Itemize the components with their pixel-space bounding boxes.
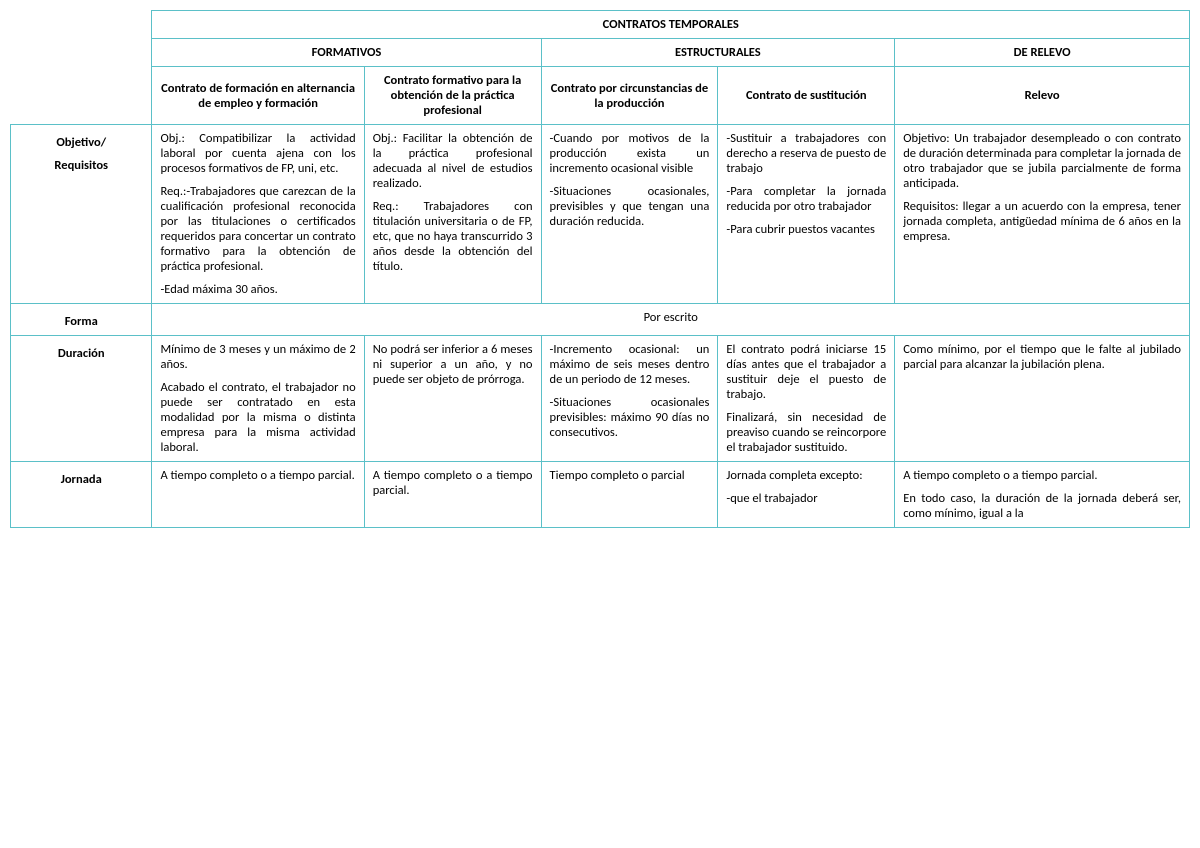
row-duracion: Duración Mínimo de 3 meses y un máximo d… [11, 336, 1190, 462]
row-jornada-label: Jornada [11, 462, 152, 528]
group-relevo: DE RELEVO [895, 39, 1190, 67]
cell-jornada-c3: Tiempo completo o parcial [541, 462, 718, 528]
cell-duracion-c1: Mínimo de 3 meses y un máximo de 2 años.… [152, 336, 364, 462]
cell-duracion-c3: -Incremento ocasional: un máximo de seis… [541, 336, 718, 462]
col-sustitucion: Contrato de sustitución [718, 67, 895, 125]
group-formativos: FORMATIVOS [152, 39, 541, 67]
contratos-table: CONTRATOS TEMPORALES FORMATIVOS ESTRUCTU… [10, 10, 1190, 528]
col-circunstancias-produccion: Contrato por circunstancias de la produc… [541, 67, 718, 125]
group-estructurales: ESTRUCTURALES [541, 39, 895, 67]
cell-jornada-c1: A tiempo completo o a tiempo parcial. [152, 462, 364, 528]
cell-objetivo-c4: -Sustituir a trabajadores con derecho a … [718, 125, 895, 304]
row-objetivo: Objetivo/ Requisitos Obj.: Compatibiliza… [11, 125, 1190, 304]
row-objetivo-label: Objetivo/ Requisitos [11, 125, 152, 304]
row-forma-label: Forma [11, 304, 152, 336]
header-row-1: CONTRATOS TEMPORALES [11, 11, 1190, 39]
table-title: CONTRATOS TEMPORALES [152, 11, 1190, 39]
cell-duracion-c2: No podrá ser inferior a 6 meses ni super… [364, 336, 541, 462]
cell-objetivo-c3: -Cuando por motivos de la producción exi… [541, 125, 718, 304]
header-row-2: FORMATIVOS ESTRUCTURALES DE RELEVO [11, 39, 1190, 67]
cell-duracion-c4: El contrato podrá iniciarse 15 días ante… [718, 336, 895, 462]
cell-objetivo-c2: Obj.: Facilitar la obtención de la práct… [364, 125, 541, 304]
header-row-3: Contrato de formación en alternancia de … [11, 67, 1190, 125]
cell-forma: Por escrito [152, 304, 1190, 336]
col-practica-profesional: Contrato formativo para la obtención de … [364, 67, 541, 125]
col-formacion-alternancia: Contrato de formación en alternancia de … [152, 67, 364, 125]
cell-objetivo-c5: Objetivo: Un trabajador desempleado o co… [895, 125, 1190, 304]
cell-duracion-c5: Como mínimo, por el tiempo que le falte … [895, 336, 1190, 462]
row-forma: Forma Por escrito [11, 304, 1190, 336]
col-relevo: Relevo [895, 67, 1190, 125]
cell-jornada-c4: Jornada completa excepto: -que el trabaj… [718, 462, 895, 528]
row-duracion-label: Duración [11, 336, 152, 462]
row-jornada: Jornada A tiempo completo o a tiempo par… [11, 462, 1190, 528]
cell-jornada-c5: A tiempo completo o a tiempo parcial. En… [895, 462, 1190, 528]
cell-objetivo-c1: Obj.: Compatibilizar la actividad labora… [152, 125, 364, 304]
cell-jornada-c2: A tiempo completo o a tiempo parcial. [364, 462, 541, 528]
